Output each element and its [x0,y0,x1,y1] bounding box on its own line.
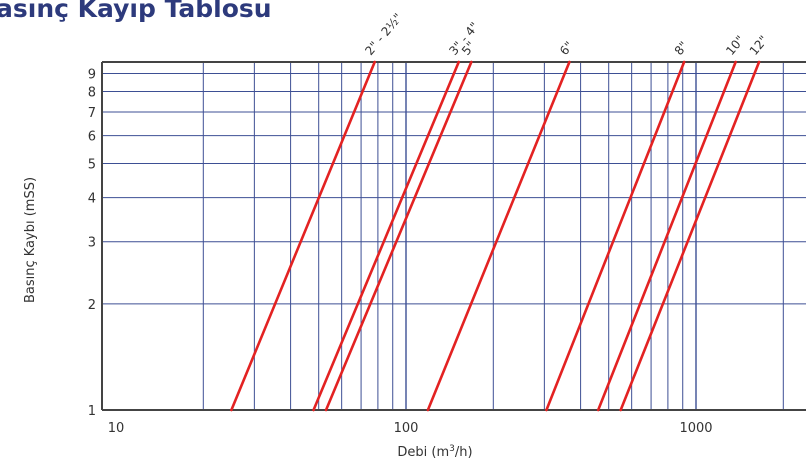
series-label: 6" [557,39,576,58]
y-tick-label: 8 [88,86,96,101]
series-line [426,60,571,412]
y-tick-labels: 1 2 3 4 5 6 7 8 9 [88,67,96,419]
series-line [596,60,737,412]
y-tick-label: 9 [88,67,96,82]
x-tick-label: 1000 [679,421,712,436]
y-tick-label: 3 [88,236,96,251]
y-tick-label: 2 [88,298,96,313]
chart-grid [101,61,806,411]
y-tick-label: 4 [88,192,96,207]
x-tick-label: 100 [394,421,419,436]
series-line [619,60,761,412]
series-label: 10" [723,33,747,58]
y-tick-label: 1 [88,404,96,419]
y-axis-label: Basınç Kaybı (mSS) [23,177,38,303]
series-label: 2" - 2½" [362,11,405,58]
series-line [312,60,461,412]
series-line [324,60,473,412]
series-label: 12" [747,33,771,58]
series-line [545,60,686,412]
x-axis-label: Debi (m3/h) [397,444,472,460]
y-tick-label: 6 [88,130,96,145]
series-group [230,60,761,412]
x-tick-labels: 10 100 1000 [108,421,713,436]
series-line [230,60,377,412]
series-label: 8" [672,39,691,58]
series-labels: 2" - 2½" 3" - 4"5" 6" 8" 10" 12" [362,11,770,58]
x-tick-label: 10 [108,421,125,436]
chart-title: asınç Kayıp Tablosu [0,0,272,23]
y-tick-label: 5 [88,157,96,172]
y-tick-label: 7 [88,106,96,121]
